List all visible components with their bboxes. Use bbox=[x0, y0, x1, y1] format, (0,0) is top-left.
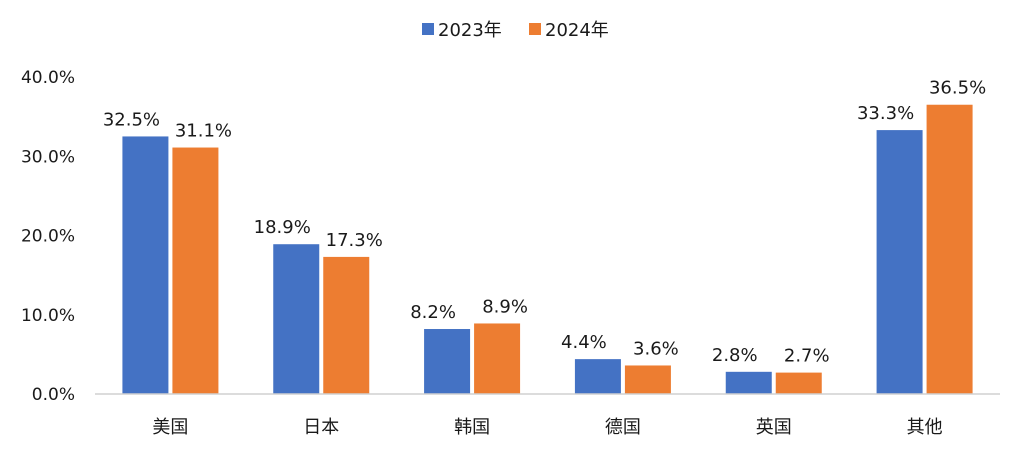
bar-2024年-美国 bbox=[172, 147, 219, 394]
y-tick-label: 30.0% bbox=[21, 147, 75, 167]
bar-2023年-韩国 bbox=[424, 329, 471, 394]
legend: 2023年 2024年 bbox=[422, 20, 609, 41]
data-label: 2.7% bbox=[784, 346, 830, 367]
y-tick-label: 0.0% bbox=[32, 385, 75, 405]
bar-2023年-德国 bbox=[574, 359, 621, 394]
category-label: 美国 bbox=[152, 417, 188, 438]
legend-swatch bbox=[529, 23, 541, 35]
data-label: 31.1% bbox=[175, 121, 232, 142]
bar-2024年-英国 bbox=[775, 372, 822, 394]
data-labels: 32.5% 31.1% 18.9% 17.3% 8.2% 8.9% 4.4% 3.6% 2.8%… bbox=[103, 78, 986, 367]
data-label: 3.6% bbox=[633, 338, 679, 359]
data-label: 18.9% bbox=[254, 217, 311, 238]
category-label: 其他 bbox=[907, 417, 943, 438]
y-tick-label: 10.0% bbox=[21, 306, 75, 326]
bar-2024年-其他 bbox=[926, 104, 973, 395]
category-label: 英国 bbox=[756, 417, 792, 438]
bar-2024年-韩国 bbox=[474, 323, 521, 394]
data-label: 4.4% bbox=[561, 332, 607, 353]
y-tick-label: 20.0% bbox=[21, 227, 75, 247]
data-label: 36.5% bbox=[929, 78, 986, 99]
data-label: 8.9% bbox=[482, 296, 528, 317]
category-label: 德国 bbox=[605, 417, 641, 438]
y-axis: 0.0% 10.0% 20.0% 30.0% 40.0% bbox=[21, 68, 75, 405]
bar-2023年-美国 bbox=[122, 136, 169, 394]
legend-label: 2024年 bbox=[545, 20, 609, 41]
data-label: 8.2% bbox=[410, 302, 456, 323]
bar-2023年-其他 bbox=[876, 130, 923, 394]
bar-2023年-日本 bbox=[273, 244, 320, 394]
legend-label: 2023年 bbox=[438, 20, 502, 41]
bar-2024年-日本 bbox=[323, 256, 370, 394]
bar-2024年-德国 bbox=[624, 365, 671, 394]
x-axis: 美国 日本 韩国 德国 英国 其他 bbox=[152, 417, 942, 438]
category-label: 韩国 bbox=[454, 417, 490, 438]
legend-swatch bbox=[422, 23, 434, 35]
bar-2023年-英国 bbox=[725, 371, 772, 394]
data-label: 2.8% bbox=[712, 345, 758, 366]
data-label: 32.5% bbox=[103, 109, 160, 130]
y-tick-label: 40.0% bbox=[21, 68, 75, 88]
bars bbox=[122, 104, 973, 395]
category-label: 日本 bbox=[303, 417, 339, 438]
data-label: 33.3% bbox=[857, 103, 914, 124]
data-label: 17.3% bbox=[326, 230, 383, 251]
